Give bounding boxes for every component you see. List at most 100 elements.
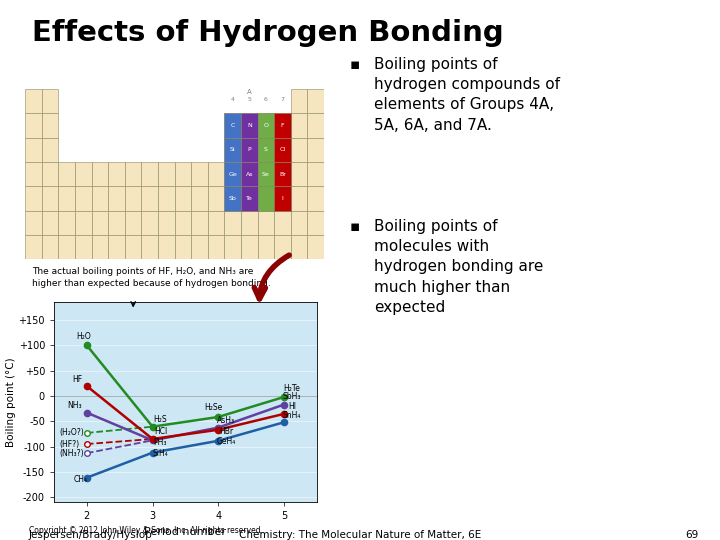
Bar: [274, 113, 291, 138]
Bar: [125, 211, 141, 235]
Bar: [208, 186, 225, 211]
Bar: [25, 113, 42, 138]
Bar: [42, 162, 58, 186]
Text: HI: HI: [288, 402, 296, 411]
Bar: [141, 162, 158, 186]
Text: SnH₄: SnH₄: [283, 411, 301, 420]
Bar: [307, 235, 324, 259]
Bar: [258, 113, 274, 138]
Bar: [174, 162, 192, 186]
Bar: [291, 186, 307, 211]
Bar: [291, 235, 307, 259]
Bar: [75, 235, 91, 259]
Bar: [108, 162, 125, 186]
Bar: [307, 186, 324, 211]
Text: ▪: ▪: [349, 219, 359, 234]
Bar: [291, 89, 307, 113]
Bar: [258, 186, 274, 211]
Bar: [274, 138, 291, 162]
Bar: [241, 186, 258, 211]
Bar: [225, 186, 241, 211]
Bar: [274, 138, 291, 162]
Bar: [158, 235, 174, 259]
Bar: [192, 186, 208, 211]
Text: Chemistry: The Molecular Nature of Matter, 6E: Chemistry: The Molecular Nature of Matte…: [239, 530, 481, 540]
Text: Copyright © 2012 John Wiley & Sons, Inc. All rights reserved.: Copyright © 2012 John Wiley & Sons, Inc.…: [29, 526, 263, 535]
Text: PH₃: PH₃: [153, 438, 167, 447]
Text: A: A: [247, 89, 252, 95]
Text: Jespersen/Brady/Hyslop: Jespersen/Brady/Hyslop: [29, 530, 153, 540]
Bar: [307, 138, 324, 162]
Bar: [274, 186, 291, 211]
Text: HF: HF: [72, 375, 82, 383]
Text: Te: Te: [246, 196, 253, 201]
Bar: [241, 113, 258, 138]
Text: (HF?): (HF?): [59, 440, 79, 449]
Text: As: As: [246, 172, 253, 177]
Bar: [58, 186, 75, 211]
Text: C: C: [230, 123, 235, 128]
Bar: [91, 162, 108, 186]
Text: H₂S: H₂S: [153, 415, 167, 424]
Bar: [274, 235, 291, 259]
Bar: [241, 113, 258, 138]
Bar: [25, 211, 42, 235]
Bar: [258, 138, 274, 162]
Bar: [274, 211, 291, 235]
Bar: [174, 186, 192, 211]
Bar: [174, 211, 192, 235]
Text: SiH₄: SiH₄: [153, 449, 168, 458]
Text: HBr: HBr: [219, 427, 233, 436]
Text: N: N: [247, 123, 252, 128]
Bar: [225, 138, 241, 162]
Text: Se: Se: [262, 172, 270, 177]
Bar: [241, 162, 258, 186]
Bar: [274, 162, 291, 186]
Text: Effects of Hydrogen Bonding: Effects of Hydrogen Bonding: [32, 19, 504, 47]
Bar: [75, 186, 91, 211]
Bar: [208, 235, 225, 259]
Text: O: O: [264, 123, 269, 128]
Bar: [225, 113, 241, 138]
Bar: [225, 138, 241, 162]
Bar: [241, 211, 258, 235]
Bar: [42, 211, 58, 235]
Bar: [225, 235, 241, 259]
Text: The actual boiling points of HF, H₂O, and NH₃ are
higher than expected because o: The actual boiling points of HF, H₂O, an…: [32, 267, 271, 288]
Bar: [42, 186, 58, 211]
Bar: [25, 138, 42, 162]
Text: S: S: [264, 147, 268, 152]
Bar: [192, 162, 208, 186]
Bar: [258, 235, 274, 259]
Bar: [141, 235, 158, 259]
Bar: [91, 235, 108, 259]
Bar: [307, 89, 324, 113]
Bar: [42, 113, 58, 138]
Text: CH₄: CH₄: [73, 475, 87, 484]
Bar: [225, 186, 241, 211]
Bar: [108, 211, 125, 235]
Bar: [258, 162, 274, 186]
Bar: [141, 186, 158, 211]
Bar: [291, 211, 307, 235]
Text: H₂Te: H₂Te: [284, 384, 300, 393]
Bar: [125, 162, 141, 186]
Text: 4: 4: [230, 97, 235, 103]
Bar: [225, 162, 241, 186]
Bar: [241, 235, 258, 259]
Bar: [174, 235, 192, 259]
X-axis label: Period number: Period number: [145, 527, 226, 537]
Bar: [307, 113, 324, 138]
Text: AsH₃: AsH₃: [217, 416, 235, 425]
Text: Ge: Ge: [228, 172, 237, 177]
Bar: [208, 211, 225, 235]
Bar: [241, 138, 258, 162]
Bar: [225, 113, 241, 138]
Bar: [307, 211, 324, 235]
Text: NH₃: NH₃: [68, 401, 82, 410]
Bar: [58, 235, 75, 259]
Bar: [258, 138, 274, 162]
Bar: [274, 162, 291, 186]
Text: SbH₃: SbH₃: [282, 392, 301, 401]
Bar: [25, 89, 42, 113]
